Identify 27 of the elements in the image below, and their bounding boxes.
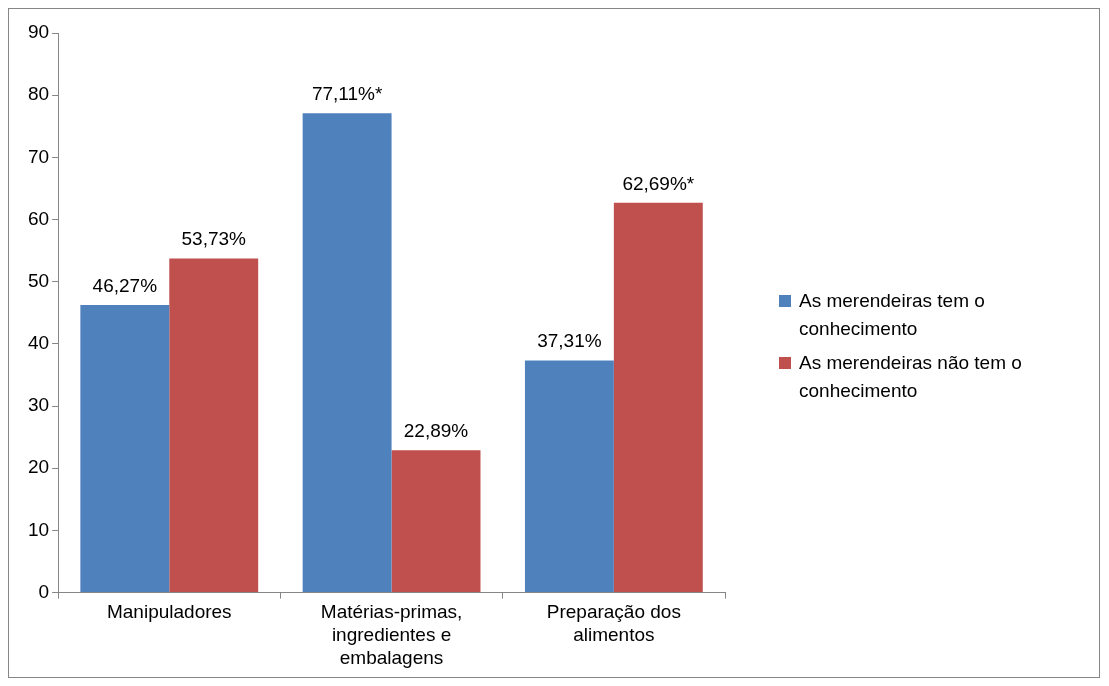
data-label: 46,27%	[92, 274, 158, 296]
bar	[80, 304, 170, 593]
y-tick-label: 50	[27, 269, 50, 291]
y-tick-label: 60	[27, 207, 50, 229]
bar	[524, 360, 614, 593]
y-tick-label: 30	[27, 394, 50, 416]
data-label: 53,73%	[181, 228, 247, 250]
y-tick-label: 0	[38, 580, 50, 602]
data-label: 62,69%*	[622, 172, 695, 194]
data-label: 77,11%*	[311, 82, 383, 104]
bar	[169, 258, 259, 593]
legend-label: As merendeiras tem o conhecimento	[799, 289, 986, 341]
x-tick-label: Matérias-primas, ingredientes e embalagens	[320, 601, 463, 668]
y-tick-label: 70	[27, 145, 50, 167]
data-label: 37,31%	[537, 330, 602, 352]
y-tick-label: 10	[27, 518, 50, 540]
data-label: 22,89%	[403, 420, 469, 442]
y-tick-label: 20	[27, 456, 50, 478]
bar	[613, 202, 703, 593]
y-tick-label: 80	[27, 83, 50, 105]
x-tick-label: Manipuladores	[106, 601, 232, 623]
legend-label: As merendeiras não tem o conhecimento	[799, 351, 1023, 403]
x-tick-label: Preparação dos alimentos	[546, 601, 681, 646]
y-tick-label: 90	[27, 21, 50, 43]
bar	[302, 113, 392, 593]
y-tick-label: 40	[27, 332, 50, 354]
bar	[391, 450, 481, 593]
